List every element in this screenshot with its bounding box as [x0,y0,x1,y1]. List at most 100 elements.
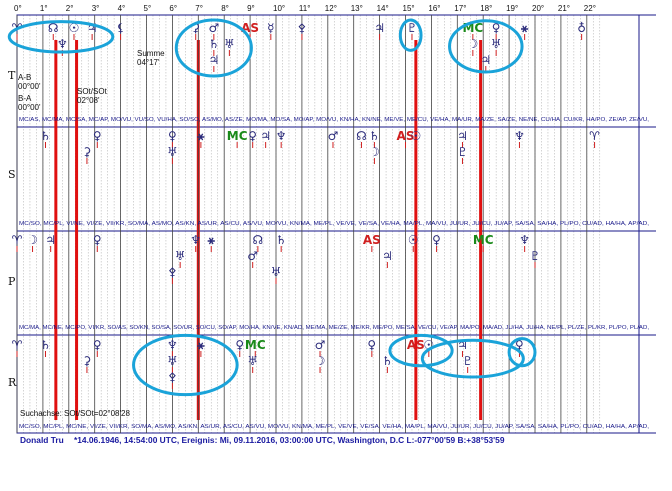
planet-symbol: ☊ [48,21,59,35]
planet-symbol: ♇ [530,249,541,263]
planet-symbol: ♆ [57,37,68,51]
ba-value: 00°00' [18,103,41,112]
planet-symbol: ♇ [457,145,468,159]
planet-symbol: ♅ [491,37,502,51]
section-label-s: S [8,168,16,181]
planet-symbol: ♆ [276,129,287,143]
ab-value: 00°00' [18,82,41,91]
midpoint-abbreviation-row: MC/AS, MC/MA, MC/SA, MC/AP, MO/VU, VU/SO… [19,117,649,123]
planet-symbol: ⚹ [196,129,205,143]
planet-symbol: ⚴ [298,21,307,35]
degree-label: 6° [169,4,177,13]
planet-symbol: ♂ [315,338,326,352]
planet-symbol: ♀ [432,233,441,247]
planet-symbol: ♃ [260,129,271,143]
planet-symbol: ♃ [208,53,219,67]
planet-symbol: ♁ [577,21,586,35]
planet-symbol: ☽ [27,233,38,247]
ab-label: A-B [18,73,31,82]
section-label-r: R [8,376,17,389]
sot-value: 02°08' [77,96,100,105]
section-label-p: P [8,275,16,288]
planet-symbols: ♈ ☊ ☉♆♃ ⚸ ⚳ ♂♄ ♅♃AS ☿ ⚴ ♃ ♇ MC ♀☽ ♅♃⚹ ♁♄ ♀⚳♀♅⚹ MC ♀ ♃ ♆ ♂ ☊ ♄☽… [12,21,600,389]
summe-label: Summe [137,49,165,58]
degree-scale: 0° 1° 2° 3° 4° 5° 6° 7° 8° 9° 10° 11° 12° 13° 14° 15° 16… [14,4,596,433]
degree-label: 19° [506,4,518,13]
planet-symbol: ♀ [492,21,501,35]
planet-symbol: ☉ [423,338,434,352]
planet-symbol: ♄ [208,37,219,51]
planet-symbol: ♀ [168,129,177,143]
planet-symbol: ♃ [480,53,491,67]
planet-symbol: AS [397,129,415,143]
planet-symbol: AS [407,338,425,352]
section-label-t: T [8,69,16,82]
planet-symbol: ♄ [276,233,287,247]
highlight-circle [388,333,454,368]
midpoint-abbreviation-row: MC/SO, MC/PL, MC/NE, VI/ZE, VII/KR, SO/M… [19,424,649,430]
planet-symbol: ♈ [589,129,600,143]
planet-symbol: ♃ [457,338,468,352]
planet-symbol: MC [473,233,494,247]
degree-label: 14° [377,4,389,13]
highlight-circle [7,20,115,54]
degree-label: 3° [92,4,100,13]
degree-label: 18° [480,4,492,13]
planet-symbol: ☿ [267,21,274,35]
search-axis-lines [54,40,483,420]
planet-symbol: ♃ [45,233,56,247]
degree-label: 16° [428,4,440,13]
planet-symbol: ♀ [235,338,244,352]
planet-symbol: ♀ [367,338,376,352]
degree-label: 1° [40,4,48,13]
highlight-circle [174,18,253,78]
planet-symbol: ♂ [328,129,339,143]
planet-symbol: ♅ [271,265,282,279]
highlight-circle [132,333,239,397]
planet-symbol: ♅ [175,249,186,263]
planet-symbol: ♅ [224,37,235,51]
degree-label: 13° [351,4,363,13]
highlight-circles [7,18,537,397]
planet-symbol: ⚸ [116,21,125,35]
planet-symbol: ♀ [93,129,102,143]
midpoint-abbreviation-row: MC/MA, MC/NE, MC/PO, VI/KR, SO/AS, SO/KN… [19,325,649,331]
summe-value: 04°17' [137,58,160,67]
sot-label: SOt/SOt [77,87,108,96]
degree-label: 2° [66,4,74,13]
planet-symbol: ♃ [382,249,393,263]
degree-label: 9° [247,4,255,13]
highlight-circle [507,337,537,368]
planet-symbol: ♃ [457,129,468,143]
planet-symbol: ♇ [407,21,418,35]
planet-symbol: ☉ [408,233,419,247]
planet-symbol: ♇ [462,354,473,368]
planet-symbol: MC [227,129,248,143]
planet-symbol: ♃ [374,21,385,35]
planet-symbol: ⚹ [207,233,216,247]
planet-symbol: ♅ [167,145,178,159]
search-axis-note: Suchachse: SOt/SOt=02°08'28 [20,409,130,418]
planet-symbol: ♆ [167,338,178,352]
planet-symbol: ♈ [12,233,23,247]
degree-label: 20° [532,4,544,13]
planet-symbol: ⚳ [83,354,92,368]
planet-symbol: ♆ [519,233,530,247]
planet-symbol: AS [363,233,381,247]
highlight-circle [398,18,423,52]
highlight-circle [420,338,525,379]
planet-symbol: ☉ [69,21,80,35]
planet-symbol: ♀ [93,233,102,247]
highlight-circle [448,19,524,74]
degree-label: 10° [273,4,285,13]
planet-symbol: ♆ [514,129,525,143]
degree-label: 12° [325,4,337,13]
footer-event-info: *14.06.1946, 14:54:00 UTC, Ereignis: Mi,… [74,435,505,445]
planet-symbol: ⚴ [168,265,177,279]
planet-symbol: ♈ [12,338,23,352]
ba-label: B-A [18,94,32,103]
degree-label: 15° [403,4,415,13]
planet-symbol: ☊ [253,233,264,247]
planet-symbol: ⚳ [191,21,200,35]
